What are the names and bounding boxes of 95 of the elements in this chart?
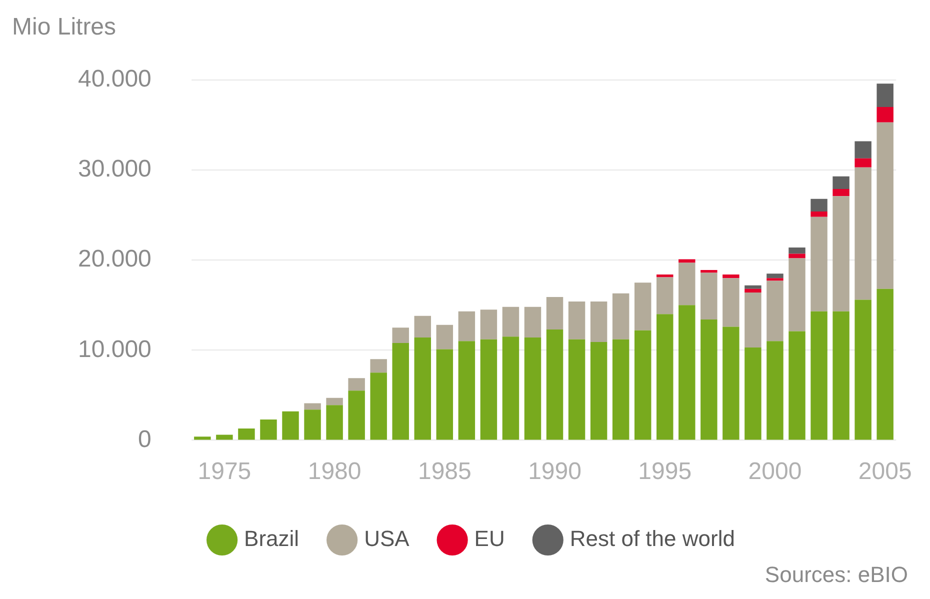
bar: [326, 398, 343, 406]
bar: [810, 216, 828, 312]
bar: [876, 84, 894, 108]
y-tick-label: 40.000: [78, 66, 152, 93]
bar: [766, 278, 784, 281]
bar: [766, 341, 784, 440]
x-tick-label: 1990: [528, 458, 582, 486]
bar: [590, 342, 608, 440]
x-tick-label: 2000: [748, 458, 802, 486]
x-tick-label: 1995: [638, 458, 692, 486]
bar: [854, 300, 872, 440]
y-tick-label: 0: [138, 426, 152, 453]
bar: [810, 211, 828, 217]
bar: [678, 262, 696, 306]
bar: [788, 254, 806, 258]
bar: [722, 278, 740, 327]
bar: [612, 339, 630, 440]
bar: [260, 419, 277, 440]
y-axis-title: Mio Litres: [12, 14, 116, 41]
bar: [832, 311, 850, 440]
bar: [832, 188, 850, 196]
bar: [656, 314, 674, 440]
x-tick-label: 1980: [308, 458, 362, 486]
bar: [348, 390, 365, 440]
bar: [656, 274, 674, 278]
bar: [810, 198, 828, 212]
bar: [546, 297, 564, 330]
bar: [326, 405, 343, 440]
bar: [854, 141, 872, 158]
bar: [634, 330, 652, 440]
bar: [568, 339, 586, 440]
bar: [810, 311, 828, 440]
bar: [876, 122, 894, 289]
bar: [194, 436, 211, 440]
bar: [216, 434, 233, 440]
bar: [282, 411, 299, 440]
bar: [656, 277, 674, 314]
bar: [744, 347, 762, 440]
bar: [788, 331, 806, 440]
bar: [766, 274, 784, 278]
bar: [436, 349, 454, 440]
bar: [414, 316, 431, 338]
bar: [854, 167, 872, 300]
bar: [480, 339, 498, 440]
x-tick-label: 2005: [858, 458, 912, 486]
bar: [744, 292, 762, 348]
bar: [480, 310, 498, 340]
legend-label: Rest of the world: [570, 526, 735, 552]
legend-label: EU: [474, 526, 505, 552]
bar: [722, 274, 740, 278]
bar: [392, 342, 409, 440]
bar: [348, 378, 365, 391]
bar: [392, 328, 409, 343]
bar: [854, 158, 872, 168]
bar: [238, 428, 255, 440]
y-tick-label: 30.000: [78, 156, 152, 183]
bar: [832, 176, 850, 189]
bar: [678, 305, 696, 440]
bar: [546, 329, 564, 440]
legend-label: USA: [364, 526, 410, 552]
bar: [524, 306, 542, 338]
bar: [304, 410, 321, 440]
bar: [634, 282, 652, 330]
bar: [876, 107, 894, 122]
bar: [678, 259, 696, 263]
legend-label: Brazil: [244, 526, 300, 552]
bar: [744, 288, 762, 293]
bar: [700, 270, 718, 273]
y-tick-label: 20.000: [78, 246, 152, 273]
bar: [524, 338, 542, 440]
bar: [612, 293, 630, 340]
bar: [568, 302, 586, 340]
bar: [502, 336, 520, 440]
bar: [832, 196, 850, 312]
bar: [458, 311, 476, 342]
bar: [766, 280, 784, 342]
bar: [700, 320, 718, 440]
bar: [788, 258, 806, 332]
bar: [458, 341, 476, 440]
bar: [722, 326, 740, 440]
bar: [414, 338, 431, 440]
bar: [370, 372, 387, 440]
bar: [788, 247, 806, 254]
bar: [304, 403, 321, 410]
bar: [700, 272, 718, 320]
bar: [876, 288, 894, 440]
x-tick-label: 1975: [198, 458, 252, 486]
bar: [502, 306, 520, 337]
bar: [370, 359, 387, 373]
x-tick-label: 1985: [418, 458, 472, 486]
bar: [590, 302, 608, 342]
source-note: Sources: eBIO: [764, 562, 908, 588]
bar: [436, 324, 454, 350]
bar: [744, 285, 762, 289]
y-tick-label: 10.000: [78, 336, 152, 363]
